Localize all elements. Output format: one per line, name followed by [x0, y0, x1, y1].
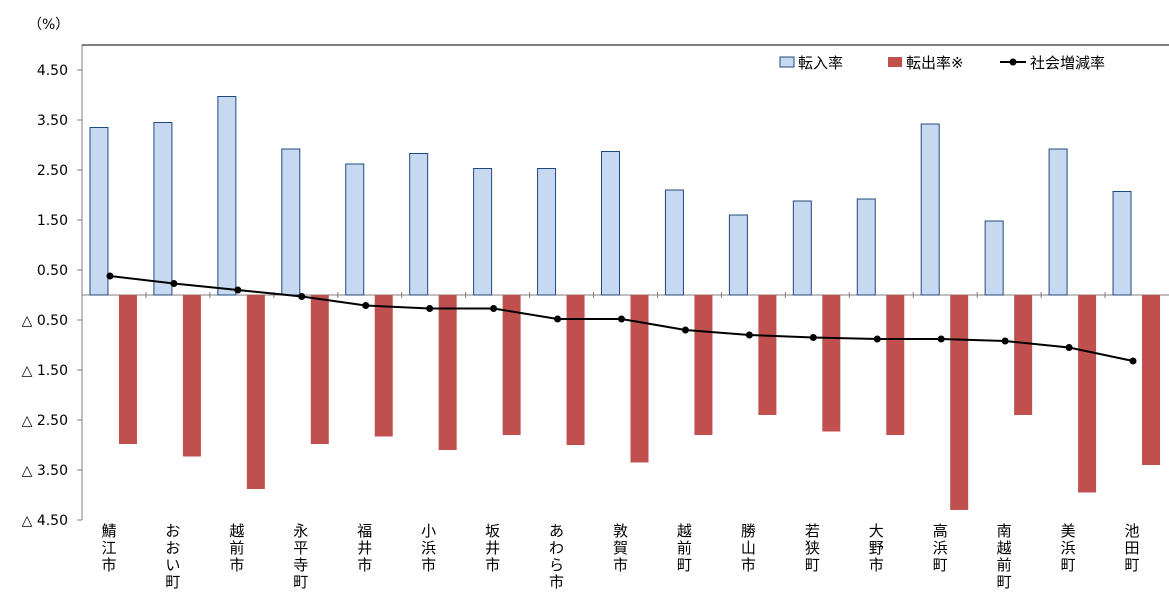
category-label: 坂井市 [485, 522, 500, 574]
outflow-bar [118, 295, 137, 444]
category-label: 永平寺町 [293, 522, 308, 591]
y-ticks: 4.50 3.50 2.50 1.50 0.50 △ 0.50 △ 1.50 △ 2.50 △ … [22, 63, 82, 529]
outflow-bar [566, 295, 585, 445]
outflow-bar [694, 295, 713, 435]
outflow-bar [758, 295, 777, 415]
outflow-bar [374, 295, 393, 437]
outflow-bar [502, 295, 521, 435]
legend-swatch-inflow [779, 56, 795, 68]
legend-label-inflow: 転入率 [798, 54, 843, 72]
outflow-bar [630, 295, 649, 463]
y-axis-unit: （%） [28, 17, 69, 33]
category-label: 敦賀市 [613, 522, 628, 574]
inflow-bar [345, 163, 365, 296]
social-change-point [106, 272, 114, 280]
x-ticks [145, 292, 1106, 298]
inflow-bar [984, 220, 1004, 296]
category-label: 越前市 [229, 522, 244, 574]
inflow-bar [856, 198, 876, 296]
social-change-point [490, 305, 498, 312]
category-label: おおい町 [165, 522, 180, 591]
outflow-bar [182, 295, 201, 457]
legend-swatch-outflow [888, 57, 902, 67]
social-change-line [106, 272, 1137, 365]
category-label: 小浜市 [421, 522, 436, 574]
category-label: 勝山市 [741, 522, 756, 574]
inflow-bar [792, 200, 812, 296]
category-label: 美浜町 [1061, 522, 1076, 574]
outflow-bar [1142, 295, 1161, 465]
category-label: 福井市 [357, 522, 372, 574]
social-change-point [618, 315, 625, 323]
inflow-bar [1112, 191, 1132, 296]
outflow-bar [886, 295, 905, 435]
outflow-bar [1014, 295, 1033, 415]
legend-label-outflow: 転出率※ [906, 54, 964, 72]
y-tick-label: 3.50 [37, 113, 68, 129]
y-tick-label: △ 0.50 [22, 313, 68, 329]
legend: 転入率 転出率※ 社会増減率 [779, 54, 1105, 72]
social-change-point [873, 335, 881, 343]
inflow-bar [409, 153, 429, 296]
y-tick-label: △ 4.50 [22, 513, 68, 529]
inflow-bar [281, 148, 301, 296]
category-label: 若狭町 [805, 522, 820, 574]
outflow-bar [1078, 295, 1097, 493]
inflow-bar [601, 151, 620, 296]
outflow-bar [822, 295, 841, 432]
inflow-bar [537, 168, 557, 296]
outflow-bar [438, 295, 457, 450]
social-change-point [234, 286, 242, 294]
inflow-bar [1048, 148, 1068, 296]
social-change-point [298, 293, 306, 300]
social-change-point [937, 335, 945, 343]
social-change-point [426, 305, 434, 312]
inflow-bars [89, 96, 1132, 296]
y-tick-label: △ 2.50 [22, 413, 68, 429]
social-change-point [554, 315, 562, 323]
inflow-bar [153, 122, 173, 296]
outflow-bars [118, 295, 1161, 510]
y-tick-label: △ 1.50 [22, 363, 68, 379]
social-change-point [170, 280, 178, 287]
social-change-point [809, 334, 817, 341]
legend-swatch-marker [1009, 58, 1017, 66]
y-tick-label: 0.50 [37, 263, 68, 279]
social-change-point [681, 326, 689, 334]
plot-area [81, 44, 1169, 520]
inflow-bar [473, 168, 493, 296]
category-label: 鯖江市 [101, 522, 116, 574]
outflow-bar [310, 295, 329, 444]
category-label: 越前町 [677, 522, 692, 574]
y-tick-label: 4.50 [37, 63, 68, 79]
social-change-point [745, 331, 753, 339]
legend-label-line: 社会増減率 [1030, 54, 1105, 72]
y-tick-label: △ 3.50 [22, 463, 68, 479]
social-change-point [1001, 337, 1009, 345]
category-label: 高浜町 [933, 522, 948, 574]
inflow-bar [217, 96, 237, 296]
social-change-point [1129, 357, 1137, 365]
social-change-point [362, 302, 370, 309]
outflow-bar [950, 295, 969, 510]
inflow-bar [920, 123, 940, 296]
outflow-bar [246, 295, 265, 489]
social-change-point [1065, 344, 1073, 351]
category-label: 大野市 [869, 522, 884, 574]
inflow-bar [89, 127, 109, 296]
category-labels: 鯖江市 おおい町 越前市 永平寺町 福井市 小浜市 坂井市 あわら市 敦賀市 越前町 勝山市 若狭町 大… [101, 522, 1139, 591]
y-tick-label: 2.50 [37, 163, 68, 179]
inflow-bar [728, 214, 748, 296]
category-label: 池田町 [1125, 522, 1140, 574]
category-label: 南越前町 [997, 522, 1012, 591]
inflow-bar [664, 189, 684, 296]
category-label: あわら市 [549, 522, 564, 591]
y-tick-label: 1.50 [37, 213, 68, 229]
